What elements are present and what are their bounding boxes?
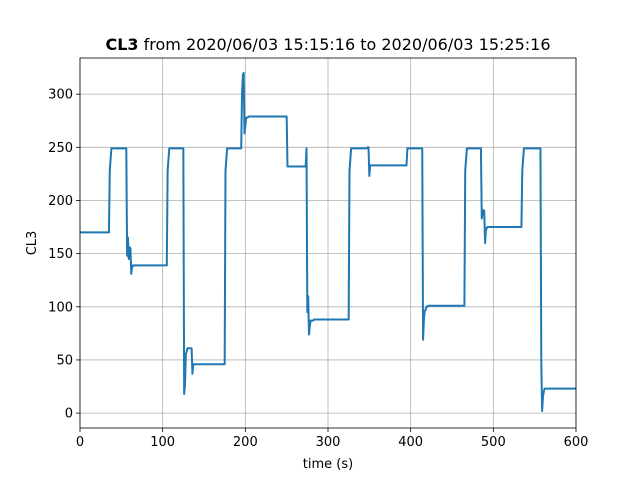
- y-tick-label: 100: [48, 300, 73, 315]
- y-tick-label: 300: [48, 88, 73, 103]
- chart-title-rest: from 2020/06/03 15:15:16 to 2020/06/03 1…: [139, 35, 551, 54]
- chart-title-bold: CL3: [105, 35, 138, 54]
- x-tick-label: 200: [233, 435, 258, 450]
- x-tick-label: 500: [481, 435, 506, 450]
- chart-title: CL3 from 2020/06/03 15:15:16 to 2020/06/…: [105, 35, 550, 54]
- x-tick-label: 600: [564, 435, 589, 450]
- series-line-cl3: [80, 71, 576, 412]
- x-tick-label: 400: [398, 435, 423, 450]
- y-tick-label: 150: [48, 247, 73, 262]
- y-tick-label: 50: [56, 353, 73, 368]
- y-axis-ticks: 0 50 100 150 200 250 300: [48, 88, 80, 422]
- y-tick-label: 0: [65, 407, 73, 422]
- x-tick-label: 100: [150, 435, 175, 450]
- x-axis-label: time (s): [303, 457, 353, 472]
- y-tick-label: 200: [48, 194, 73, 209]
- grid: [79, 58, 577, 428]
- y-axis-label: CL3: [25, 231, 40, 256]
- x-axis-ticks: 0 100 200 300 400 500 600: [76, 428, 589, 450]
- x-tick-label: 300: [316, 435, 341, 450]
- y-tick-label: 250: [48, 141, 73, 156]
- x-tick-label: 0: [76, 435, 84, 450]
